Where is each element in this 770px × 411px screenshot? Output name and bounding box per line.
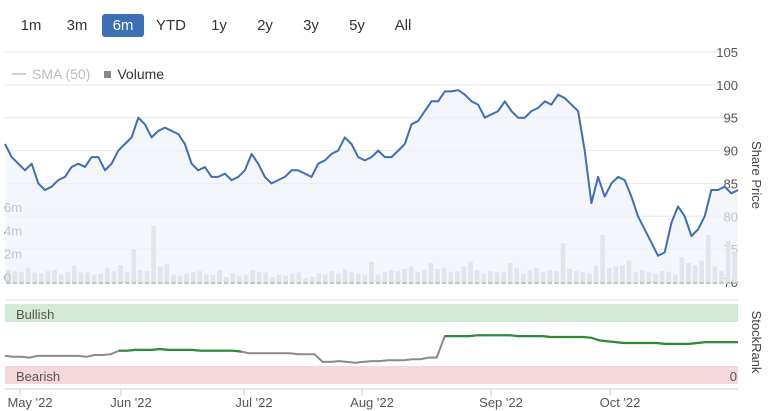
- x-tick-label: Jun '22: [110, 395, 152, 410]
- chart-legend: SMA (50) Volume: [12, 66, 164, 82]
- price-area: [5, 90, 738, 282]
- x-tick-label: Aug '22: [350, 395, 394, 410]
- price-tick-label: 95: [724, 111, 738, 126]
- bullish-band: [5, 304, 738, 322]
- x-tick-label: Jul '22: [235, 395, 272, 410]
- stockrank-zero-label: 0: [730, 369, 737, 384]
- volume-legend-marker[interactable]: [104, 70, 112, 78]
- range-button-1m[interactable]: 1m: [20, 17, 42, 34]
- price-tick-label: 105: [716, 45, 738, 60]
- stockrank-line-neutral: [4, 334, 738, 364]
- x-tick-label: Sep '22: [479, 395, 523, 410]
- sma-legend-line[interactable]: [12, 73, 26, 75]
- price-tick-label: 100: [716, 78, 738, 93]
- range-button-3y[interactable]: 3y: [303, 17, 319, 34]
- range-button-all[interactable]: All: [394, 17, 412, 34]
- x-tick-label: May '22: [7, 395, 52, 410]
- stockrank-line-bullish: [444, 334, 738, 345]
- range-button-2y[interactable]: 2y: [257, 17, 273, 34]
- range-button-5y[interactable]: 5y: [349, 17, 365, 34]
- price-tick-label: 90: [724, 144, 738, 159]
- bearish-label: Bearish: [16, 369, 60, 384]
- range-button-ytd[interactable]: YTD: [156, 17, 186, 34]
- stockrank-axis-title: StockRank: [749, 311, 764, 374]
- range-selector: 1m 3m 6m YTD 1y 2y 3y 5y All: [10, 14, 424, 37]
- x-tick-label: Oct '22: [600, 395, 641, 410]
- bullish-label: Bullish: [16, 307, 54, 322]
- sma-legend-label[interactable]: SMA (50): [32, 66, 91, 82]
- price-line: [4, 89, 739, 257]
- bearish-band: [5, 366, 738, 384]
- range-button-6m[interactable]: 6m: [102, 14, 144, 37]
- range-button-1y[interactable]: 1y: [211, 17, 227, 34]
- volume-legend-label[interactable]: Volume: [117, 66, 165, 82]
- range-button-3m[interactable]: 3m: [66, 17, 88, 34]
- stockrank-line-bullish: [119, 347, 242, 353]
- price-tick-label: 85: [724, 176, 738, 191]
- price-axis-title: Share Price: [749, 141, 764, 209]
